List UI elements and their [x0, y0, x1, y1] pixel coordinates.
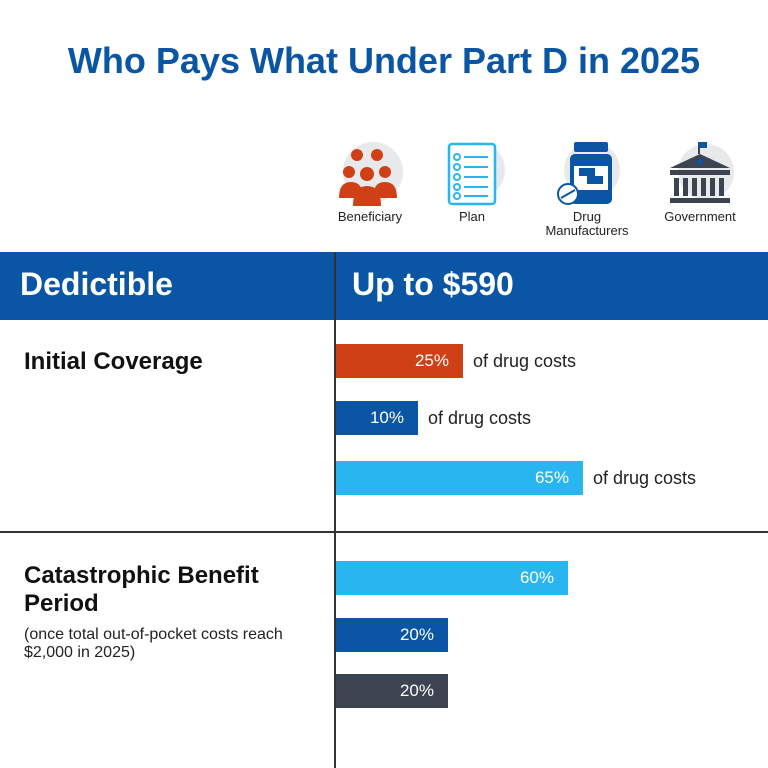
bar-plan: 65%: [336, 461, 583, 495]
catastrophic-note: (once total out-of-pocket costs reach $2…: [24, 626, 283, 661]
bar-plan: 60%: [336, 561, 568, 595]
bar-government: 20%: [336, 674, 448, 708]
bar-beneficiary: 25%: [336, 344, 463, 378]
bar-suffix: of drug costs: [428, 408, 532, 428]
bar-suffix: of drug costs: [473, 351, 577, 371]
page-title: Who Pays What Under Part D in 2025: [67, 40, 701, 81]
column-divider: [334, 252, 336, 768]
bar-drug-manufacturers: 20%: [336, 618, 448, 652]
bar-suffix: of drug costs: [593, 468, 697, 488]
legend-beneficiary: Beneficiary: [315, 140, 425, 224]
legend-government: Government: [645, 140, 755, 224]
people-group-icon: [339, 142, 403, 206]
legend-label: Beneficiary: [337, 209, 403, 224]
deductible-amount: Up to $590: [352, 266, 514, 302]
legend-drug-manufacturers: Drug Manufacturers: [532, 140, 642, 238]
bar-drug-manufacturers: 10%: [336, 401, 418, 435]
legend-plan: Plan: [417, 140, 527, 224]
checklist-icon: [447, 142, 505, 206]
medicine-bottle-icon: [557, 142, 620, 205]
deductible-label: Dedictible: [20, 266, 173, 302]
initial-coverage-heading: Initial Coverage: [24, 348, 203, 375]
legend-label: Plan: [458, 209, 486, 224]
deductible-band: Dedictible Up to $590: [0, 252, 768, 320]
catastrophic-heading: Catastrophic Benefit Period: [24, 562, 259, 617]
section-divider: [0, 531, 768, 533]
government-building-icon: [670, 142, 734, 203]
legend-label: Government: [664, 209, 736, 224]
legend-label: Drug Manufacturers: [545, 209, 629, 238]
